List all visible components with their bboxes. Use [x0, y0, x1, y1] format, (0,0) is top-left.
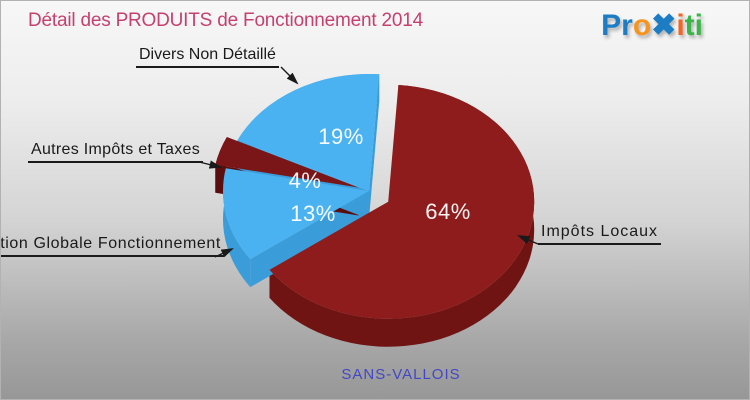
leader-divers-non-detaille	[280, 66, 299, 85]
callout-dotation-globale: Dotation Globale Fonctionnement	[1, 234, 224, 257]
pie-slice-wall-3	[369, 74, 380, 219]
pie-slice-0[interactable]	[269, 85, 535, 319]
logo-letter: i	[676, 9, 685, 42]
slice-percent-label-autres-impots: 4%	[288, 168, 322, 193]
logo-letter: P	[601, 9, 622, 42]
logo-letter: o	[632, 9, 652, 42]
proxiti-logo[interactable]: Pro✖iti	[601, 8, 703, 43]
logo-letter: ✖	[651, 9, 677, 42]
pie-slice-wall-1	[250, 191, 369, 288]
callout-impots-locaux: Impôts Locaux	[538, 222, 662, 245]
footer-city-label: SANS-VALLOIS	[341, 366, 461, 383]
chart-title: Détail des PRODUITS de Fonctionnement 20…	[28, 10, 424, 31]
slice-percent-label-divers: 19%	[318, 124, 364, 149]
pie-slice-tops	[215, 74, 535, 319]
slice-percent-label-dotation: 13%	[290, 201, 336, 226]
pie-slice-1[interactable]	[223, 168, 369, 260]
callout-autres-impots: Autres Impôts et Taxes	[28, 140, 204, 163]
pie-slice-2[interactable]	[215, 136, 359, 188]
leader-impots-locaux	[517, 235, 539, 245]
logo-letter: t	[684, 9, 695, 42]
pie-slice-side-1	[222, 168, 251, 288]
logo-letter: r	[621, 9, 633, 42]
callout-divers-non-detaille: Divers Non Détaillé	[136, 45, 279, 68]
pie-slice-3[interactable]	[237, 74, 380, 191]
slice-percent-label-impots-locaux: 64%	[425, 199, 471, 224]
logo-letter: i	[694, 9, 703, 42]
